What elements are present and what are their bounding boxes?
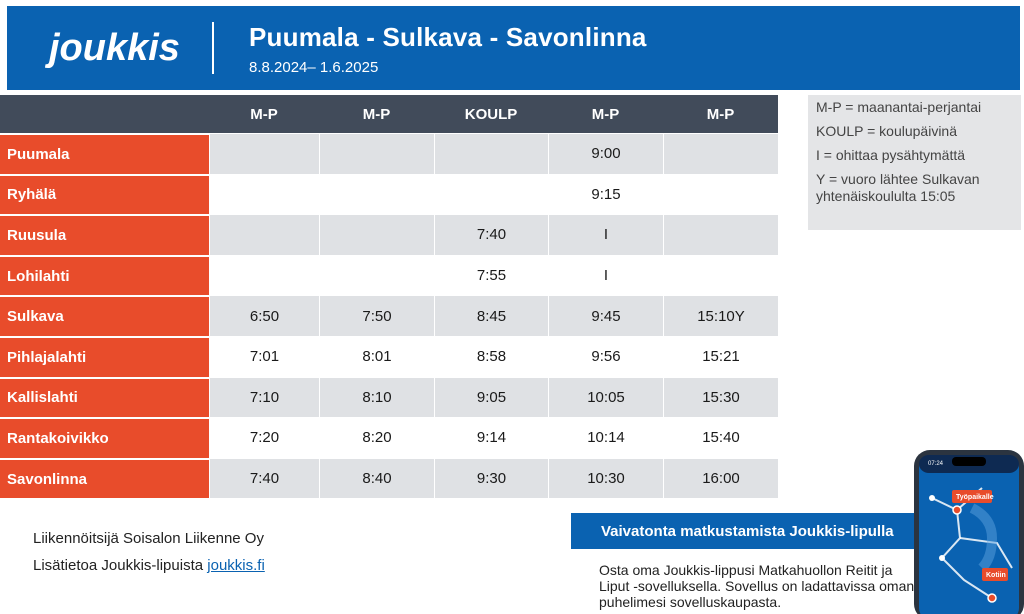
departure-time: 7:40: [209, 457, 319, 499]
legend-item: M-P = maanantai-perjantai: [816, 99, 982, 115]
departure-time: [319, 214, 434, 255]
departure-time: 15:30: [663, 376, 778, 418]
phone-time: 07:24: [928, 461, 944, 467]
departure-time: 8:10: [319, 376, 434, 418]
column-header: M-P: [548, 95, 663, 133]
table-row: Rantakoivikko 7:20 8:20 9:14 10:14 15:40: [0, 417, 778, 458]
departure-time: 7:20: [209, 417, 319, 458]
table-row: Ryhälä 9:15: [0, 173, 778, 215]
joukkis-logo[interactable]: joukkis: [45, 22, 195, 74]
departure-time: 9:45: [548, 295, 663, 336]
table-row: Ruusula 7:40 I: [0, 214, 778, 255]
departure-time: 9:30: [434, 457, 548, 499]
table-row: Puumala 9:00: [0, 133, 778, 174]
departure-time: [434, 133, 548, 174]
stop-name: Sulkava: [0, 295, 209, 336]
stop-name: Rantakoivikko: [0, 417, 209, 458]
legend-item: I = ohittaa pysähtymättä: [816, 147, 966, 163]
departure-time: 9:56: [548, 335, 663, 377]
header-divider: [212, 22, 214, 74]
departure-time: 9:15: [548, 173, 663, 215]
column-header: M-P: [663, 95, 778, 133]
stop-name: Ruusula: [0, 214, 209, 255]
departure-time: [319, 133, 434, 174]
table-row: Pihlajalahti 7:01 8:01 8:58 9:56 15:21: [0, 335, 778, 377]
departure-time: 15:10Y: [663, 295, 778, 336]
departure-time: 6:50: [209, 295, 319, 336]
more-info-prefix: Lisätietoa Joukkis-lipuista: [33, 557, 208, 574]
header-banner: joukkis Puumala - Sulkava - Savonlinna 8…: [7, 6, 1020, 90]
departure-time: 10:30: [548, 457, 663, 499]
departure-time: 8:40: [319, 457, 434, 499]
departure-time: [209, 133, 319, 174]
timetable-header-row: M-P M-P KOULP M-P M-P: [0, 95, 778, 133]
departure-time: [663, 133, 778, 174]
departure-time: 8:58: [434, 335, 548, 377]
validity-dates: 8.8.2024– 1.6.2025: [249, 59, 379, 76]
legend-box: M-P = maanantai-perjantai KOULP = koulup…: [808, 95, 1021, 230]
more-info: Lisätietoa Joukkis-lipuista joukkis.fi: [33, 557, 265, 574]
departure-time: [319, 254, 434, 296]
departure-time: 8:20: [319, 417, 434, 458]
departure-time: 15:21: [663, 335, 778, 377]
phone-app-illustration: 07:24 Työpaikalle Kotiin: [914, 450, 1024, 614]
departure-time: [663, 173, 778, 215]
departure-time: 7:10: [209, 376, 319, 418]
stop-name: Ryhälä: [0, 173, 209, 215]
stop-name: Lohilahti: [0, 254, 209, 296]
departure-time: 9:00: [548, 133, 663, 174]
departure-time: I: [548, 214, 663, 255]
stop-name: Puumala: [0, 133, 209, 174]
departure-time: 8:01: [319, 335, 434, 377]
timetable: M-P M-P KOULP M-P M-P Puumala 9:00 Ryhälä 9…: [0, 95, 778, 499]
stop-name: Kallislahti: [0, 376, 209, 418]
page-title: Puumala - Sulkava - Savonlinna: [249, 22, 647, 52]
departure-time: 7:01: [209, 335, 319, 377]
departure-time: 7:40: [434, 214, 548, 255]
phone-label-home: Kotiin: [986, 572, 1006, 579]
departure-time: 16:00: [663, 457, 778, 499]
column-header: KOULP: [434, 95, 548, 133]
operator-info: Liikennöitsijä Soisalon Liikenne Oy: [33, 530, 264, 547]
departure-time: [209, 254, 319, 296]
phone-label-work: Työpaikalle: [956, 494, 994, 501]
table-row: Sulkava 6:50 7:50 8:45 9:45 15:10Y: [0, 295, 778, 336]
legend-item: Y = vuoro lähtee Sulkavan yhtenäiskoulul…: [816, 171, 980, 204]
table-row: Kallislahti 7:10 8:10 9:05 10:05 15:30: [0, 376, 778, 418]
column-header: M-P: [319, 95, 434, 133]
column-header: M-P: [209, 95, 319, 133]
promo-heading: Vaivatonta matkustamista Joukkis-lipulla: [571, 513, 931, 549]
stop-column-header: [0, 95, 209, 133]
stop-name: Savonlinna: [0, 457, 209, 499]
departure-time: [434, 173, 548, 215]
departure-time: [209, 173, 319, 215]
departure-time: I: [548, 254, 663, 296]
departure-time: 15:40: [663, 417, 778, 458]
table-row: Savonlinna 7:40 8:40 9:30 10:30 16:00: [0, 457, 778, 499]
departure-time: 9:14: [434, 417, 548, 458]
joukkis-link[interactable]: joukkis.fi: [207, 557, 265, 574]
table-row: Lohilahti 7:55 I: [0, 254, 778, 296]
departure-time: [209, 214, 319, 255]
departure-time: [319, 173, 434, 215]
departure-time: 7:55: [434, 254, 548, 296]
departure-time: 9:05: [434, 376, 548, 418]
logo-text: joukkis: [45, 27, 180, 69]
stop-name: Pihlajalahti: [0, 335, 209, 377]
departure-time: 10:14: [548, 417, 663, 458]
departure-time: 7:50: [319, 295, 434, 336]
legend-item: KOULP = koulupäivinä: [816, 123, 957, 139]
departure-time: 8:45: [434, 295, 548, 336]
departure-time: 10:05: [548, 376, 663, 418]
departure-time: [663, 254, 778, 296]
promo-text: Osta oma Joukkis-lippusi Matkahuollon Re…: [599, 562, 915, 610]
departure-time: [663, 214, 778, 255]
